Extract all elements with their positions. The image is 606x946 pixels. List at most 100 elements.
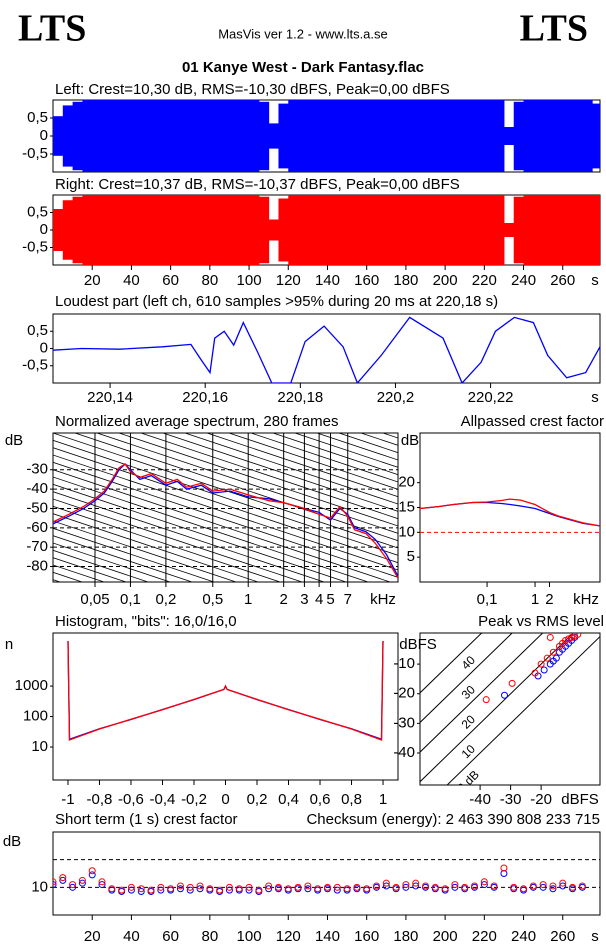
x-axis-label: kHz [370,591,396,608]
waveform-bin [405,100,417,172]
waveform-bin [474,195,485,265]
waveform-bin [102,195,113,265]
point [98,881,106,889]
point [402,883,410,891]
x-tick-label: 20 [84,272,101,289]
point [53,881,57,889]
point [118,886,126,894]
plot-frame [52,831,601,916]
waveform-bin [258,196,270,264]
panel-title: Normalized average spectrum, 280 frames [55,413,338,430]
point [59,874,67,882]
point [137,887,145,895]
y-tick-label: 0 [40,339,48,356]
point [167,885,175,893]
waveform-bin [268,219,279,241]
slope-line [53,447,398,564]
waveform-bin [425,100,436,172]
waveform-bin [82,100,93,172]
slope-line [294,433,398,468]
waveform-bin [62,105,74,167]
point [69,883,77,891]
y-tick-label: -30 [26,461,48,478]
y-tick-label: -70 [26,538,48,555]
waveform-bin [494,195,505,265]
point [127,883,135,891]
y-tick-label: 1000 [15,677,48,694]
waveform-bin [307,100,319,172]
x-tick-label: 0,5 [202,591,223,608]
x-tick-label: 80 [202,928,219,945]
y-tick-label: -80 [26,557,48,574]
point [539,881,547,889]
waveform-bin [592,103,600,169]
waveform-bin [582,195,593,265]
point [108,885,116,893]
point [501,691,509,699]
point [78,876,86,884]
point [543,654,551,662]
point [274,883,282,891]
point [216,886,224,894]
panel-title: Short term (1 s) crest factor [55,811,238,828]
plot-area [420,498,600,533]
waveform-bin [543,195,554,265]
point [284,885,292,893]
waveform-bin [327,195,338,265]
waveform-bin [533,195,544,265]
x-tick-label: 220,14 [87,389,133,406]
diagonal [420,633,483,694]
app-name: MasVis ver 1.2 - www.lts.a.se [218,26,388,41]
y-tick-label: 10 [398,523,415,540]
point [225,883,233,891]
waveform-bin [474,100,485,172]
waveform-bin [131,195,142,265]
waveform-bin [258,101,270,171]
waveform-bin [562,195,574,265]
point [471,882,479,890]
waveform-bin [307,195,319,265]
waveform-bin [141,195,152,265]
waveform-bin [552,100,564,172]
waveform-bin [405,195,417,265]
point [206,885,214,893]
plot-area [53,316,600,383]
waveform-bin [513,196,525,264]
waveform-bin [386,195,397,265]
point [157,883,165,891]
x-tick-label: 7 [344,591,352,608]
waveform-bin [347,195,358,265]
waveform-bin [572,195,583,265]
x-tick-label: 0,4 [278,791,299,808]
series-line [420,498,600,527]
waveform-bin [425,195,436,265]
waveform-bin [376,195,387,265]
point [88,867,96,875]
x-tick-label: 120 [276,928,301,945]
waveform-bin [562,100,574,172]
waveform-bin [72,196,83,264]
point [510,883,518,891]
x-tick-label: 160 [354,928,379,945]
point [304,882,312,890]
y-tick-label: -40 [26,480,48,497]
slope-line [53,535,194,582]
point [552,654,560,662]
x-tick-label: 40 [123,928,140,945]
x-tick-label: 200 [433,928,458,945]
x-tick-label: 80 [202,272,219,289]
plot-area [53,100,600,172]
panel-title: Peak vs RMS level [478,613,604,630]
x-tick-label: 1 [531,591,539,608]
point [137,885,145,893]
waveform-bin [366,100,377,172]
y-tick-label: -20 [393,685,415,702]
y-tick-label: -0,5 [22,238,48,255]
x-tick-label: 220,22 [468,389,514,406]
x-tick-label: 100 [237,928,262,945]
y-tick-label: 0 [40,221,48,238]
waveform-bin [82,195,93,265]
x-tick-label: 140 [315,272,340,289]
